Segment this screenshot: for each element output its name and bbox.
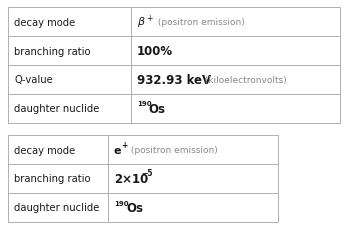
- Text: +: +: [121, 140, 127, 149]
- Text: 932.93 keV: 932.93 keV: [137, 74, 211, 87]
- Text: (positron emission): (positron emission): [155, 18, 245, 27]
- Text: 190: 190: [137, 101, 151, 107]
- Text: daughter nuclide: daughter nuclide: [14, 104, 100, 114]
- Bar: [8, 8, 340, 123]
- Text: daughter nuclide: daughter nuclide: [14, 203, 100, 213]
- Text: 190: 190: [114, 200, 128, 206]
- Text: Os: Os: [126, 201, 143, 214]
- Text: decay mode: decay mode: [14, 17, 75, 27]
- Text: (positron emission): (positron emission): [128, 145, 218, 154]
- Text: 100%: 100%: [137, 45, 173, 58]
- Text: 2×10: 2×10: [114, 172, 148, 185]
- Text: (kiloelectronvolts): (kiloelectronvolts): [199, 76, 287, 85]
- Text: branching ratio: branching ratio: [14, 174, 90, 184]
- Text: Q-value: Q-value: [14, 75, 53, 85]
- Text: branching ratio: branching ratio: [14, 46, 90, 56]
- Text: decay mode: decay mode: [14, 145, 75, 155]
- Bar: [8, 136, 278, 222]
- Text: −5: −5: [141, 168, 152, 177]
- Text: e: e: [114, 145, 121, 155]
- Text: Os: Os: [149, 103, 166, 115]
- Text: $\beta^+$: $\beta^+$: [137, 14, 154, 31]
